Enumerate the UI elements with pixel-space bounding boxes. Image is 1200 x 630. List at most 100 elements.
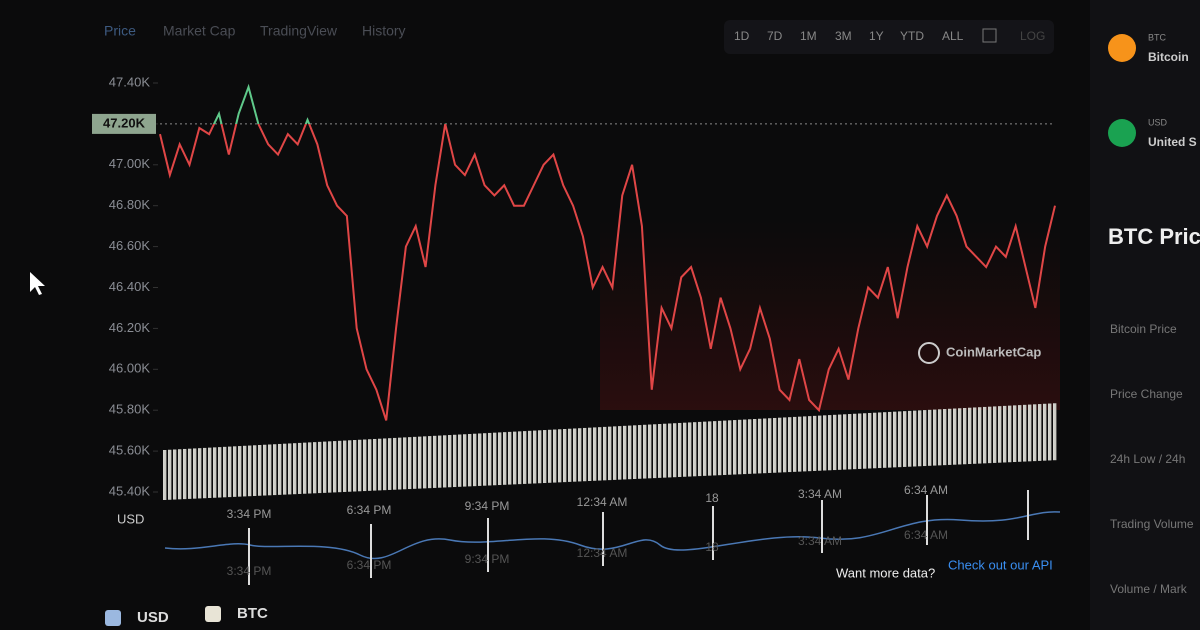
volume-stripe [388, 438, 392, 490]
volume-stripe [988, 406, 992, 464]
volume-stripe [238, 446, 242, 497]
legend-swatch[interactable] [205, 606, 221, 622]
volume-stripe [993, 406, 997, 463]
volume-stripe [308, 442, 312, 494]
volume-stripe [478, 433, 482, 486]
volume-stripe [673, 423, 677, 478]
volume-stripe [773, 417, 777, 473]
volume-stripe [733, 420, 737, 475]
volume-stripe [533, 430, 537, 484]
volume-stripe [628, 425, 632, 480]
volume-stripe [888, 411, 892, 468]
volume-stripe [353, 440, 357, 492]
range-button[interactable]: LOG [1020, 29, 1045, 43]
volume-stripe [828, 415, 832, 471]
navigator-label: 3:34 AM [798, 534, 842, 548]
volume-stripe [373, 438, 377, 491]
range-button[interactable]: 3M [835, 29, 852, 43]
volume-stripe [958, 408, 962, 465]
volume-stripe [653, 424, 657, 479]
tab[interactable]: Price [104, 23, 136, 39]
volume-stripe [258, 445, 262, 496]
coin-name: United S [1148, 135, 1197, 149]
volume-stripe [468, 433, 472, 487]
x-tick-label: 9:34 PM [465, 499, 510, 513]
volume-stripe [723, 420, 727, 475]
volume-stripe [178, 449, 182, 500]
volume-stripe [918, 410, 922, 467]
volume-stripe [753, 419, 757, 474]
volume-stripe [333, 441, 337, 493]
volume-stripe [933, 409, 937, 466]
volume-stripe [463, 434, 467, 487]
reference-label: 47.20K [103, 115, 146, 130]
volume-stripe [898, 411, 902, 468]
volume-stripe [718, 420, 722, 476]
volume-stripe [378, 438, 382, 491]
volume-stripe [683, 422, 687, 477]
calendar-icon[interactable] [982, 28, 997, 43]
y-tick-label: 45.60K [109, 443, 151, 458]
navigator-label: 3:34 PM [227, 564, 272, 578]
volume-stripe [573, 428, 577, 482]
range-button[interactable]: 1Y [869, 29, 884, 43]
volume-stripe [448, 435, 452, 488]
tab[interactable]: Market Cap [163, 23, 236, 39]
sidebar-row: Trading Volume [1110, 517, 1194, 531]
navigator-label: 18 [705, 540, 719, 554]
volume-stripe [928, 409, 932, 466]
range-button[interactable]: ALL [942, 29, 964, 43]
volume-stripe [633, 425, 637, 479]
volume-stripe [253, 445, 257, 496]
y-tick-label: 47.00K [109, 156, 151, 171]
volume-stripe [698, 421, 702, 477]
volume-stripe [1033, 404, 1037, 462]
volume-stripe [708, 421, 712, 476]
range-button[interactable]: 1D [734, 29, 750, 43]
range-button[interactable]: YTD [900, 29, 924, 43]
legend-swatch[interactable] [105, 610, 121, 626]
y-tick-label: 46.60K [109, 238, 151, 253]
volume-stripe [938, 409, 942, 466]
sidebar-row: Price Change [1110, 387, 1183, 401]
sidebar-heading: BTC Price [1108, 224, 1200, 249]
volume-stripe [713, 421, 717, 476]
sidebar-row: 24h Low / 24h [1110, 452, 1185, 466]
range-button[interactable]: 1M [800, 29, 817, 43]
volume-stripe [748, 419, 752, 474]
volume-stripe [803, 416, 807, 472]
volume-stripe [193, 448, 197, 499]
api-link[interactable]: Check out our API [948, 557, 1053, 572]
volume-stripe [853, 413, 857, 470]
volume-stripe [858, 413, 862, 469]
volume-stripe [783, 417, 787, 473]
volume-stripe [528, 430, 532, 484]
volume-stripe [758, 418, 762, 474]
volume-stripe [948, 408, 952, 465]
volume-stripe [668, 423, 672, 478]
x-tick-label: 18 [705, 491, 719, 505]
volume-stripe [1023, 404, 1027, 462]
range-button[interactable]: 7D [767, 29, 783, 43]
volume-stripe [608, 426, 612, 481]
sidebar-row: Bitcoin Price [1110, 322, 1177, 336]
volume-stripe [438, 435, 442, 488]
volume-stripe [568, 428, 572, 482]
volume-stripe [818, 415, 822, 471]
volume-stripe [663, 423, 667, 478]
coin-icon [1108, 119, 1136, 147]
y-tick-label: 46.00K [109, 361, 151, 376]
tab[interactable]: TradingView [260, 23, 338, 39]
volume-stripe [743, 419, 747, 475]
volume-stripe [908, 410, 912, 467]
legend-label: USD [137, 609, 169, 626]
watermark-logo [918, 342, 940, 364]
volume-stripe [843, 414, 847, 470]
coin-name: Bitcoin [1148, 50, 1189, 64]
volume-stripe [213, 447, 217, 498]
volume-stripe [318, 441, 322, 494]
volume-stripe [953, 408, 957, 465]
tab[interactable]: History [362, 23, 406, 39]
